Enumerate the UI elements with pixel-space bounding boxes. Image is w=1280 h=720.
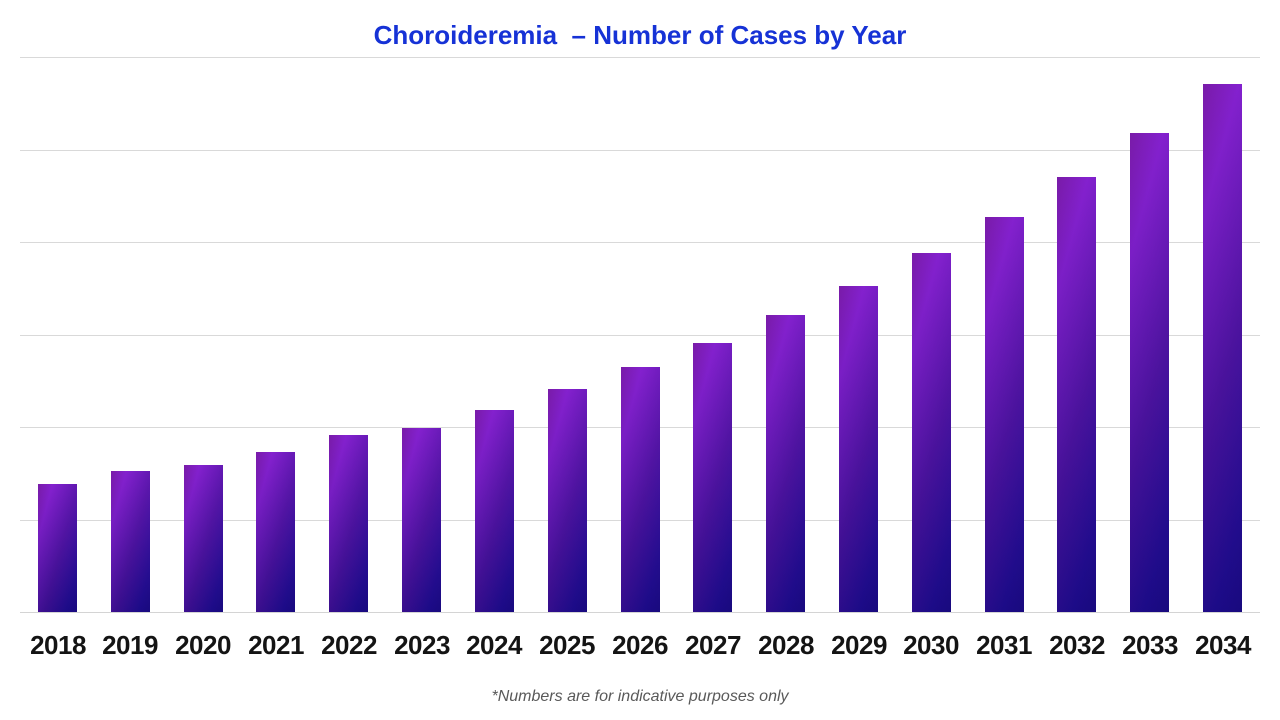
x-axis-label-2027: 2027 — [685, 630, 741, 660]
x-axis-label-2022: 2022 — [321, 630, 377, 660]
x-axis-label-2028: 2028 — [758, 630, 814, 660]
bar-2032 — [1057, 177, 1096, 612]
bar-2028 — [766, 315, 805, 612]
bar-2019 — [111, 471, 150, 612]
bar-2025 — [548, 389, 587, 612]
x-axis-line — [20, 612, 1260, 613]
x-axis-label-2021: 2021 — [248, 630, 304, 660]
x-axis-label-2030: 2030 — [903, 630, 959, 660]
gridline — [20, 57, 1260, 58]
bar-2022 — [329, 435, 368, 612]
x-axis-label-2034: 2034 — [1195, 630, 1251, 660]
x-axis-label-2019: 2019 — [102, 630, 158, 660]
x-axis-label-2029: 2029 — [831, 630, 887, 660]
bar-2020 — [184, 465, 223, 612]
x-axis-label-2026: 2026 — [612, 630, 668, 660]
x-axis-label-2024: 2024 — [466, 630, 522, 660]
bar-2034 — [1203, 84, 1242, 612]
gridline — [20, 335, 1260, 336]
gridline — [20, 150, 1260, 151]
bar-2026 — [621, 367, 660, 612]
footnote: *Numbers are for indicative purposes onl… — [491, 688, 789, 705]
bar-2024 — [475, 410, 514, 612]
chart-title: Choroideremia – Number of Cases by Year — [373, 20, 907, 50]
x-axis-label-2033: 2033 — [1122, 630, 1178, 660]
bar-2029 — [839, 286, 878, 612]
bar-2031 — [985, 217, 1024, 612]
bar-2018 — [38, 484, 77, 612]
x-axis-label-2023: 2023 — [394, 630, 450, 660]
x-axis-label-2025: 2025 — [539, 630, 595, 660]
x-axis-label-2031: 2031 — [976, 630, 1032, 660]
bar-2033 — [1130, 133, 1169, 612]
gridline — [20, 242, 1260, 243]
bar-2027 — [693, 343, 732, 612]
bar-2030 — [912, 253, 951, 612]
x-axis-label-2018: 2018 — [30, 630, 86, 660]
bar-2023 — [402, 428, 441, 612]
x-axis-label-2020: 2020 — [175, 630, 231, 660]
x-axis-label-2032: 2032 — [1049, 630, 1105, 660]
bar-2021 — [256, 452, 295, 612]
